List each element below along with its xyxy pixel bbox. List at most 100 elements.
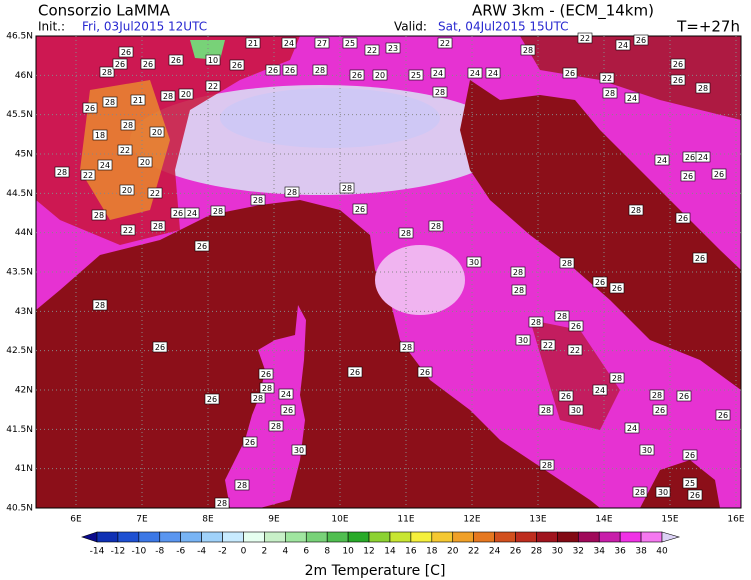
station-temp: 26 bbox=[685, 451, 695, 460]
station-temp: 26 bbox=[352, 71, 362, 80]
station-box bbox=[609, 282, 625, 294]
colorbar-label: 36 bbox=[614, 547, 626, 557]
station-temp: 26 bbox=[565, 69, 575, 78]
station-temp: 24 bbox=[698, 153, 708, 162]
station-box bbox=[510, 266, 526, 278]
station-box bbox=[624, 422, 640, 434]
lat-label: 43N bbox=[15, 307, 33, 317]
colorbar-label: 0 bbox=[241, 547, 247, 557]
colorbar-label: 10 bbox=[342, 547, 354, 557]
station-box bbox=[342, 37, 358, 49]
station-temp: 28 bbox=[652, 391, 662, 400]
colorbar-label: 20 bbox=[447, 547, 459, 557]
colorbar-swatch bbox=[598, 531, 621, 543]
station-temp: 22 bbox=[83, 171, 93, 180]
lon-label: 16E bbox=[727, 515, 744, 525]
station-temp: 30 bbox=[518, 336, 528, 345]
station-temp: 22 bbox=[120, 146, 130, 155]
station-temp: 20 bbox=[140, 158, 150, 167]
colorbar-swatch bbox=[117, 531, 140, 543]
station-temp: 23 bbox=[388, 44, 398, 53]
station-box bbox=[568, 404, 584, 416]
station-temp: 20 bbox=[375, 71, 385, 80]
station-box bbox=[364, 44, 380, 56]
colorbar-swatch bbox=[452, 531, 474, 543]
station-box bbox=[250, 392, 266, 404]
station-temp: 28 bbox=[57, 168, 67, 177]
station-temp: 28 bbox=[523, 46, 533, 55]
colorbar-swatch bbox=[285, 531, 307, 543]
station-box bbox=[349, 69, 365, 81]
station-box bbox=[117, 144, 133, 156]
station-temp: 25 bbox=[345, 39, 355, 48]
station-temp: 28 bbox=[541, 406, 551, 415]
colorbar-swatch bbox=[201, 531, 223, 543]
station-box bbox=[655, 486, 671, 498]
station-box bbox=[282, 64, 298, 76]
colorbar-label: 16 bbox=[405, 547, 417, 557]
station-box bbox=[284, 186, 300, 198]
station-temp: 28 bbox=[213, 207, 223, 216]
colorbar-label: 18 bbox=[426, 547, 438, 557]
station-box bbox=[399, 341, 415, 353]
station-box bbox=[562, 67, 578, 79]
station-temp: 30 bbox=[658, 488, 668, 497]
station-temp: 20 bbox=[181, 90, 191, 99]
station-temp: 30 bbox=[571, 406, 581, 415]
station-box bbox=[312, 64, 328, 76]
colorbar-label: 22 bbox=[468, 547, 479, 557]
station-temp: 24 bbox=[470, 69, 480, 78]
colorbar-swatch bbox=[640, 531, 663, 543]
station-temp: 24 bbox=[433, 69, 443, 78]
station-box bbox=[80, 169, 96, 181]
station-temp: 18 bbox=[95, 131, 105, 140]
colorbar-label: 24 bbox=[489, 547, 501, 557]
station-temp: 28 bbox=[262, 384, 272, 393]
station-box bbox=[437, 37, 453, 49]
lon-label: 6E bbox=[70, 515, 82, 525]
station-box bbox=[210, 205, 226, 217]
station-box bbox=[265, 64, 281, 76]
station-temp: 28 bbox=[287, 188, 297, 197]
colorbar-label: 30 bbox=[552, 547, 564, 557]
station-box bbox=[559, 257, 575, 269]
colorbar-swatch bbox=[577, 531, 600, 543]
station-temp: 21 bbox=[248, 39, 258, 48]
station-box bbox=[711, 168, 727, 180]
lat-label: 43.5N bbox=[6, 268, 33, 278]
init-time: Fri, 03Jul2015 12UTC bbox=[82, 20, 207, 34]
station-box bbox=[130, 94, 146, 106]
lat-label: 41N bbox=[15, 464, 33, 474]
station-box bbox=[540, 339, 556, 351]
station-box bbox=[120, 119, 136, 131]
station-box bbox=[695, 82, 711, 94]
station-box bbox=[538, 404, 554, 416]
station-temp: 26 bbox=[673, 76, 683, 85]
station-box bbox=[229, 59, 245, 71]
lat-label: 42.5N bbox=[6, 346, 33, 356]
station-temp: 28 bbox=[217, 499, 227, 508]
station-temp: 24 bbox=[595, 386, 605, 395]
station-temp: 28 bbox=[401, 229, 411, 238]
station-temp: 28 bbox=[531, 318, 541, 327]
station-temp: 26 bbox=[571, 322, 581, 331]
station-box bbox=[178, 88, 194, 100]
colorbar-label: -2 bbox=[218, 547, 227, 557]
colorbar-end bbox=[81, 531, 98, 543]
station-box bbox=[120, 224, 136, 236]
island bbox=[225, 305, 306, 508]
station-temp: 26 bbox=[197, 242, 207, 251]
station-box bbox=[102, 96, 118, 108]
colorbar-swatch bbox=[264, 531, 286, 543]
station-temp: 24 bbox=[618, 41, 628, 50]
station-temp: 22 bbox=[150, 189, 160, 198]
valid-label: Valid: bbox=[394, 20, 427, 34]
colorbar-swatch bbox=[410, 531, 433, 543]
station-box bbox=[280, 404, 296, 416]
colorbar-label: 6 bbox=[303, 547, 309, 557]
station-temp: 26 bbox=[695, 254, 705, 263]
sea bbox=[460, 80, 741, 390]
station-box bbox=[432, 86, 448, 98]
station-temp: 22 bbox=[440, 39, 450, 48]
